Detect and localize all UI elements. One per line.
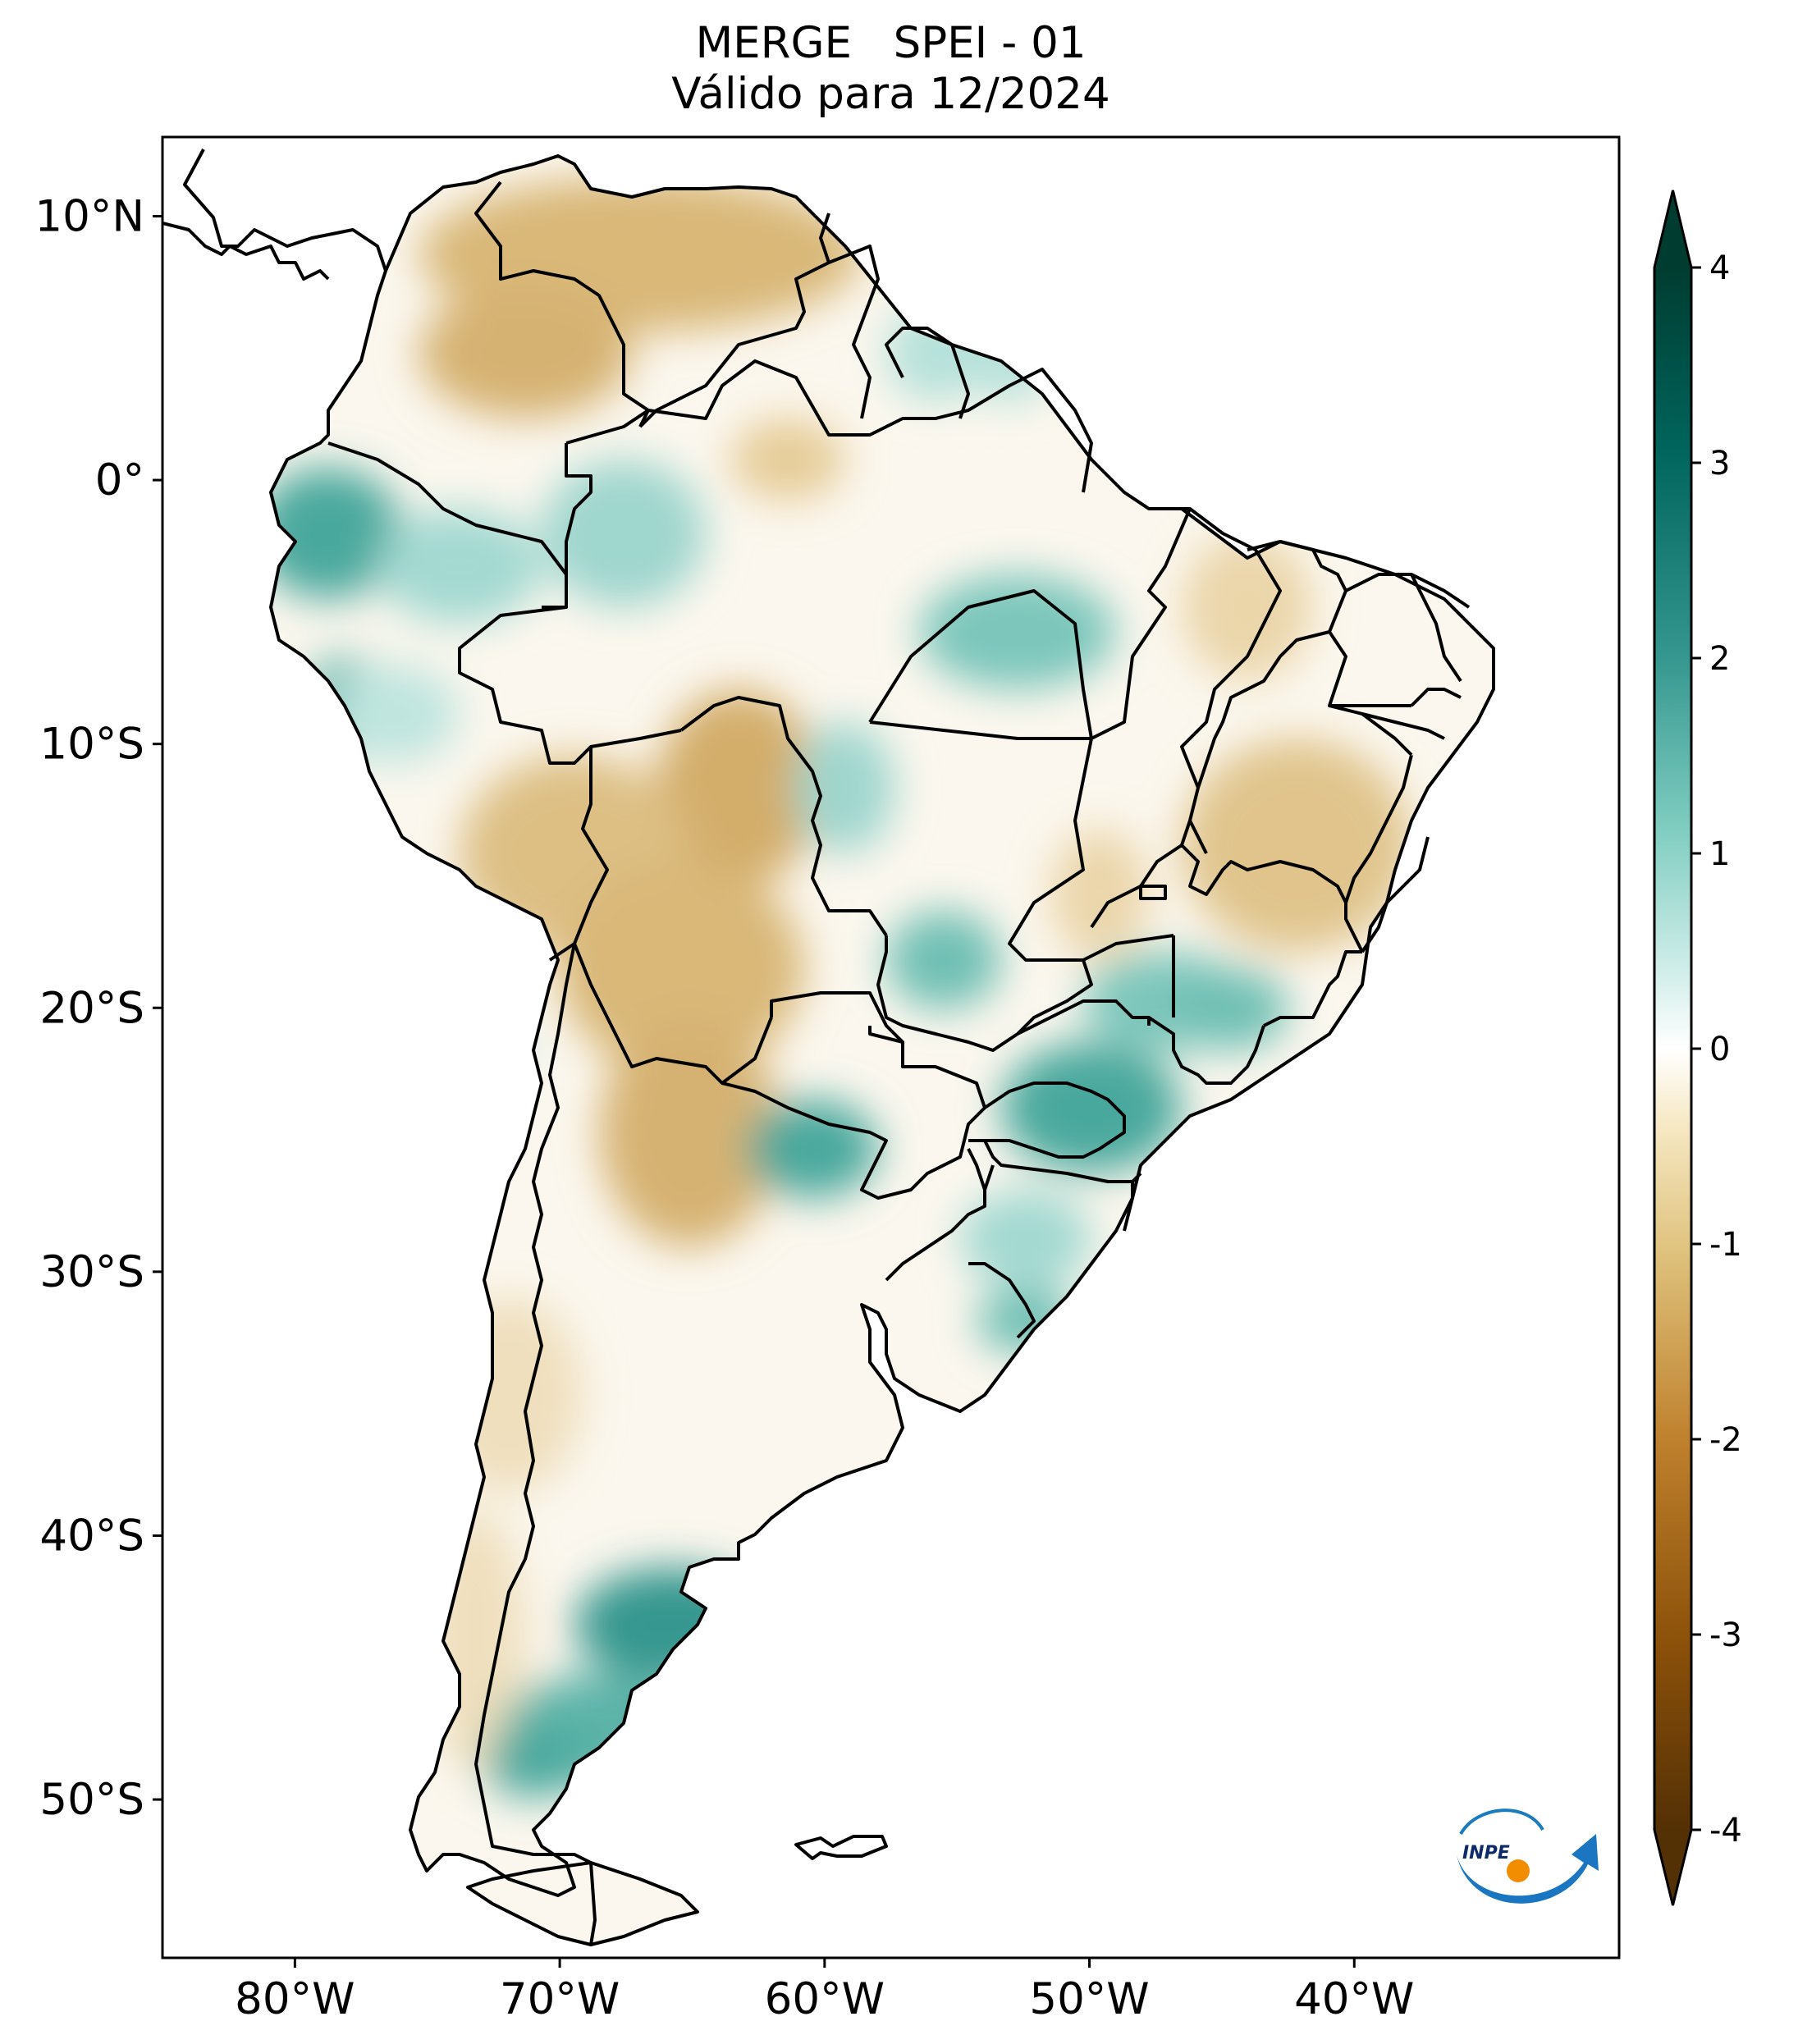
colorbar-tick-label: 0 (1709, 1031, 1730, 1068)
border-guyana-suriname (828, 245, 880, 419)
y-tick-label: 10°S (39, 720, 144, 770)
colorbar-tick-label: 2 (1709, 640, 1730, 678)
y-tick-label: 40°S (39, 1511, 144, 1561)
border-suriname-french-guiana (885, 327, 970, 419)
map-title: MERGE SPEI - 01 Válido para 12/2024 (162, 18, 1619, 120)
border-venezuela-brazil-guyana (638, 213, 830, 428)
border-tierra-del-fuego (589, 1862, 597, 1946)
central-america-coastline-south (162, 222, 330, 281)
title-line-1: MERGE SPEI - 01 (695, 18, 1087, 68)
map-frame (161, 135, 1621, 1959)
falkland-islands (794, 1835, 888, 1860)
x-tick-label: 50°W (1029, 1974, 1149, 2024)
spei-field (271, 156, 1494, 1945)
colorbar-tick-label: -2 (1709, 1421, 1742, 1459)
border-chile-argentina (474, 943, 592, 1864)
x-tick-label: 70°W (500, 1974, 620, 2024)
x-tick-label: 60°W (765, 1974, 885, 2024)
border-argentina-uruguay (885, 1148, 986, 1282)
brazil-df (1139, 885, 1167, 900)
logo-text: INPE (1462, 1843, 1510, 1863)
colorbar: 4 3 2 1 0 -1 -2 -3 -4 (1653, 190, 1742, 1906)
border-brazil-north (565, 359, 1093, 493)
colorbar-top-extend (1654, 190, 1691, 268)
colorbar-tick-label: 4 (1709, 249, 1730, 287)
border-colombia-venezuela (474, 181, 650, 428)
colorbar-tick-label: -4 (1709, 1812, 1742, 1850)
south-america-coastline (269, 154, 1495, 1897)
border-peru-brazil (458, 606, 682, 765)
y-tick-label: 20°S (39, 983, 144, 1033)
colorbar-tick-label: 3 (1709, 445, 1730, 482)
colorbar-tick-label: -1 (1709, 1226, 1742, 1264)
colorbar-tick-label: -3 (1709, 1616, 1742, 1654)
y-axis: 10°N 0° 10°S 20°S 30°S 40°S 50°S (34, 191, 162, 1825)
border-uruguay-brazil (968, 1262, 1036, 1339)
inpe-logo: INPE (1457, 1809, 1599, 1904)
border-colombia-ecuador-peru (327, 441, 568, 609)
border-paraguay (721, 991, 986, 1200)
country-borders (162, 149, 1495, 1946)
border-peru-colombia (565, 443, 592, 574)
y-tick-label: 50°S (39, 1775, 144, 1825)
title-line-2: Válido para 12/2024 (671, 69, 1110, 119)
colorbar-bar (1654, 268, 1691, 1830)
x-tick-label: 40°W (1294, 1974, 1414, 2024)
y-tick-label: 10°N (34, 191, 144, 241)
colorbar-tick-label: 1 (1709, 835, 1730, 873)
central-america-coastline-north (183, 149, 387, 272)
y-tick-label: 30°S (39, 1247, 144, 1297)
border-bolivia-brazil (679, 696, 888, 937)
x-axis: 80°W 70°W 60°W 50°W 40°W (235, 1958, 1414, 2024)
x-tick-label: 80°W (235, 1974, 355, 2024)
y-tick-label: 0° (95, 455, 144, 505)
colorbar-bottom-extend (1654, 1830, 1691, 1905)
border-bolivia-paraguay-argentina (573, 943, 773, 1085)
tierra-del-fuego-coastline (466, 1861, 699, 1946)
